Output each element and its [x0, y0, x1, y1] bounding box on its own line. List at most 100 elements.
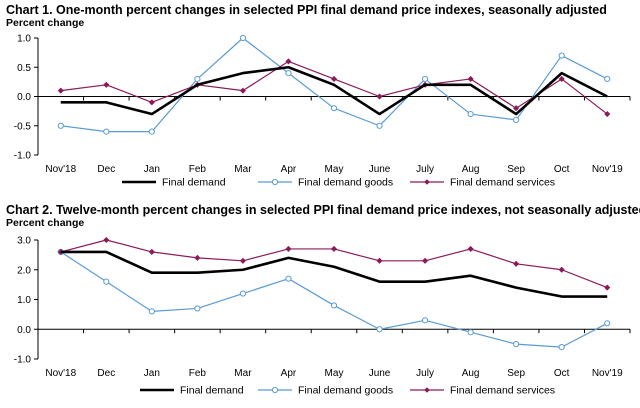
final-demand-goods-point	[194, 75, 201, 83]
x-tick-label: May	[325, 368, 344, 379]
final-demand-services-legend-marker	[424, 387, 430, 393]
final-demand-services-legend-label: Final demand services	[450, 385, 555, 397]
chart-2: Chart 2. Twelve-month percent changes in…	[0, 200, 640, 408]
final-demand-goods-point	[148, 308, 155, 315]
x-tick-label: Apr	[281, 368, 297, 379]
chart-2-plot: 3.0 2.0 1.0 0.0 -1.0 Nov'18 Dec Jan Feb Mar Apr May…	[14, 236, 631, 397]
x-tick-label: Dec	[97, 164, 115, 175]
final-demand-services-point	[239, 87, 247, 94]
y-tick-label: 0.0	[17, 92, 31, 103]
y-tick-label: 0.5	[17, 63, 31, 74]
y-tick-label: 0.0	[17, 325, 31, 336]
final-demand-services-point	[376, 93, 383, 100]
x-tick-label: May	[325, 164, 344, 175]
final-demand-services-point	[467, 245, 474, 253]
final-demand-services-point	[103, 236, 110, 244]
x-tick-label: Dec	[97, 368, 115, 379]
final-demand-goods-point	[194, 305, 201, 312]
x-tick-label: Feb	[189, 164, 207, 175]
final-demand-services-point	[604, 284, 611, 291]
y-tick-label: -1.0	[14, 151, 32, 162]
y-tick-label: 1.0	[17, 34, 31, 45]
final-demand-series-line	[60, 65, 608, 116]
x-tick-label: July	[416, 164, 434, 175]
final-demand-goods-point	[421, 75, 429, 83]
x-tick-label: Mar	[234, 368, 252, 379]
final-demand-goods-legend-marker	[271, 178, 279, 186]
final-demand-services-point	[148, 248, 155, 256]
x-tick-label: Sep	[507, 164, 525, 175]
final-demand-goods-point	[604, 320, 611, 327]
final-demand-goods-point	[604, 75, 611, 83]
final-demand-goods-point	[285, 275, 292, 282]
final-demand-goods-point	[513, 116, 520, 124]
final-demand-goods-point	[239, 34, 247, 42]
chart-2-y-axis-label: Percent change	[6, 217, 85, 229]
final-demand-services-point	[421, 257, 429, 264]
final-demand-services-point	[194, 254, 201, 262]
x-tick-label: Feb	[189, 368, 207, 379]
final-demand-services-point	[513, 105, 520, 112]
final-demand-goods-point	[467, 329, 474, 336]
final-demand-goods-point	[376, 122, 383, 129]
chart-1-plot: 1.0 0.5 0.0 -0.5 -1.0 Nov'18 Dec Jan Feb Mar Apr Ma…	[14, 34, 631, 189]
final-demand-services-point	[285, 245, 292, 253]
final-demand-goods-point	[57, 122, 64, 129]
final-demand-services-point	[330, 75, 338, 83]
final-demand-services-point	[330, 245, 338, 253]
final-demand-services-point	[604, 110, 611, 118]
y-tick-label: -1.0	[14, 355, 32, 366]
y-tick-label: 1.0	[17, 295, 31, 306]
final-demand-services-point	[513, 260, 520, 267]
x-tick-label: Apr	[281, 164, 297, 175]
final-demand-goods-legend-label: Final demand goods	[298, 177, 393, 189]
final-demand-goods-point	[285, 70, 292, 77]
x-tick-label: Nov'19	[592, 368, 623, 379]
x-tick-label: Oct	[554, 164, 570, 175]
final-demand-goods-legend-label: Final demand goods	[298, 385, 393, 397]
final-demand-services-point	[558, 75, 565, 83]
final-demand-services-point	[285, 58, 292, 65]
final-demand-goods-point	[239, 290, 247, 297]
final-demand-goods-point	[513, 341, 520, 348]
final-demand-services-point	[148, 99, 155, 106]
final-demand-legend-label: Final demand	[162, 177, 226, 189]
x-tick-label: Jan	[144, 164, 160, 175]
final-demand-goods-point	[467, 110, 474, 118]
y-tick-label: -0.5	[14, 121, 32, 132]
x-tick-label: Oct	[554, 368, 570, 379]
final-demand-legend-label: Final demand	[180, 385, 244, 397]
x-tick-label: Mar	[234, 164, 252, 175]
chart-1-y-axis-label: Percent change	[6, 17, 85, 29]
final-demand-goods-point	[103, 278, 110, 285]
y-tick-label: 3.0	[17, 236, 31, 247]
x-tick-label: Nov'19	[592, 164, 623, 175]
final-demand-series-line	[60, 250, 608, 298]
y-tick-label: 2.0	[17, 265, 31, 276]
x-tick-label: Aug	[462, 164, 480, 175]
x-tick-label: Nov'18	[45, 164, 76, 175]
chart-1-title: Chart 1. One-month percent changes in se…	[6, 3, 607, 17]
final-demand-services-legend-label: Final demand services	[450, 177, 555, 189]
x-tick-label: Aug	[462, 368, 480, 379]
x-tick-label: Jan	[144, 368, 160, 379]
final-demand-goods-point	[421, 317, 429, 324]
final-demand-services-point	[558, 266, 565, 273]
final-demand-services-point	[57, 87, 64, 94]
final-demand-services-point	[103, 81, 110, 88]
final-demand-goods-point	[558, 52, 565, 59]
chart-1: Chart 1. One-month percent changes in se…	[0, 0, 640, 198]
final-demand-goods-point	[330, 302, 338, 309]
final-demand-goods-legend-marker	[271, 386, 279, 394]
final-demand-services-point	[467, 75, 474, 83]
final-demand-services-legend-marker	[424, 179, 430, 185]
final-demand-services-point	[376, 257, 383, 264]
final-demand-services-point	[239, 257, 247, 264]
x-tick-label: July	[416, 368, 434, 379]
final-demand-goods-point	[148, 128, 155, 135]
final-demand-goods-point	[558, 344, 565, 351]
x-tick-label: June	[369, 164, 391, 175]
chart-2-title: Chart 2. Twelve-month percent changes in…	[6, 203, 640, 217]
final-demand-goods-point	[330, 105, 338, 112]
final-demand-goods-point	[103, 128, 110, 135]
